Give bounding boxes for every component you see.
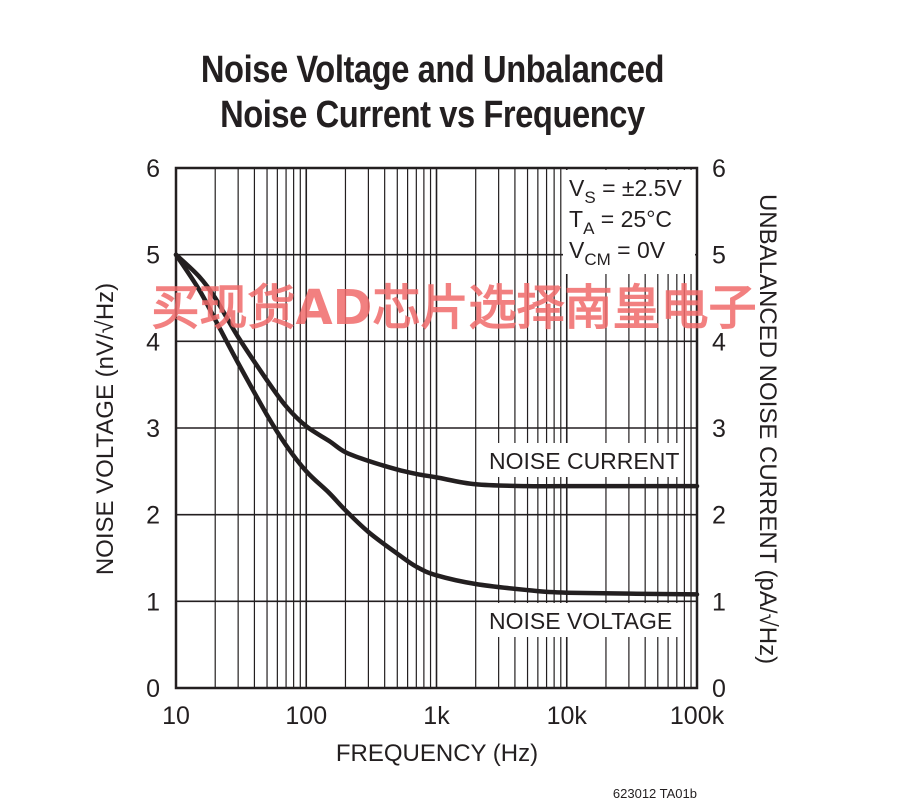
series-line-noise-current bbox=[173, 252, 700, 489]
y2-tick-label: 5 bbox=[712, 242, 726, 270]
grid-lines bbox=[175, 167, 697, 689]
y-tick-label: 0 bbox=[146, 675, 160, 703]
y2-tick-label: 1 bbox=[712, 588, 726, 616]
series-label-noise-voltage: NOISE VOLTAGE bbox=[489, 608, 672, 634]
series-label-noise-current: NOISE CURRENT bbox=[489, 448, 679, 474]
x-tick-label: 1k bbox=[423, 702, 450, 730]
voltage-label-bg bbox=[484, 603, 680, 637]
y-tick-label: 6 bbox=[146, 155, 160, 183]
y-axis-label: NOISE VOLTAGE (nV/√Hz) bbox=[92, 283, 119, 575]
conditions-box bbox=[563, 170, 695, 274]
condition-line: TA = 25°C bbox=[569, 206, 672, 238]
condition-line: VS = ±2.5V bbox=[569, 175, 682, 207]
x-tick-label: 10k bbox=[547, 702, 588, 730]
y-tick-label: 4 bbox=[146, 328, 160, 356]
y2-axis-label: UNBALANCED NOISE CURRENT (pA/√Hz) bbox=[754, 194, 781, 664]
y2-tick-label: 0 bbox=[712, 675, 726, 703]
y-tick-label: 2 bbox=[146, 502, 160, 530]
figure-code: 623012 TA01b bbox=[613, 786, 697, 801]
series-line-noise-voltage bbox=[173, 252, 700, 597]
x-tick-label: 100 bbox=[285, 702, 327, 730]
y2-tick-label: 3 bbox=[712, 415, 726, 443]
y-tick-label: 1 bbox=[146, 588, 160, 616]
y-tick-label: 3 bbox=[146, 415, 160, 443]
current-label-bg bbox=[484, 443, 680, 477]
series-lines bbox=[173, 252, 700, 597]
y2-tick-label: 4 bbox=[712, 328, 726, 356]
plot-frame bbox=[174, 166, 699, 690]
y2-tick-label: 2 bbox=[712, 502, 726, 530]
y-tick-label: 5 bbox=[146, 242, 160, 270]
chart-title-line-2: Noise Current vs Frequency bbox=[220, 94, 645, 136]
y2-tick-label: 6 bbox=[712, 155, 726, 183]
x-tick-label: 100k bbox=[670, 702, 725, 730]
x-tick-label: 10 bbox=[162, 702, 190, 730]
condition-line: VCM = 0V bbox=[569, 237, 666, 269]
x-axis-label: FREQUENCY (Hz) bbox=[336, 740, 538, 767]
watermark-text: 买现货AD芯片选择南皇电子 bbox=[152, 280, 757, 336]
chart-title-line-1: Noise Voltage and Unbalanced bbox=[200, 49, 665, 91]
